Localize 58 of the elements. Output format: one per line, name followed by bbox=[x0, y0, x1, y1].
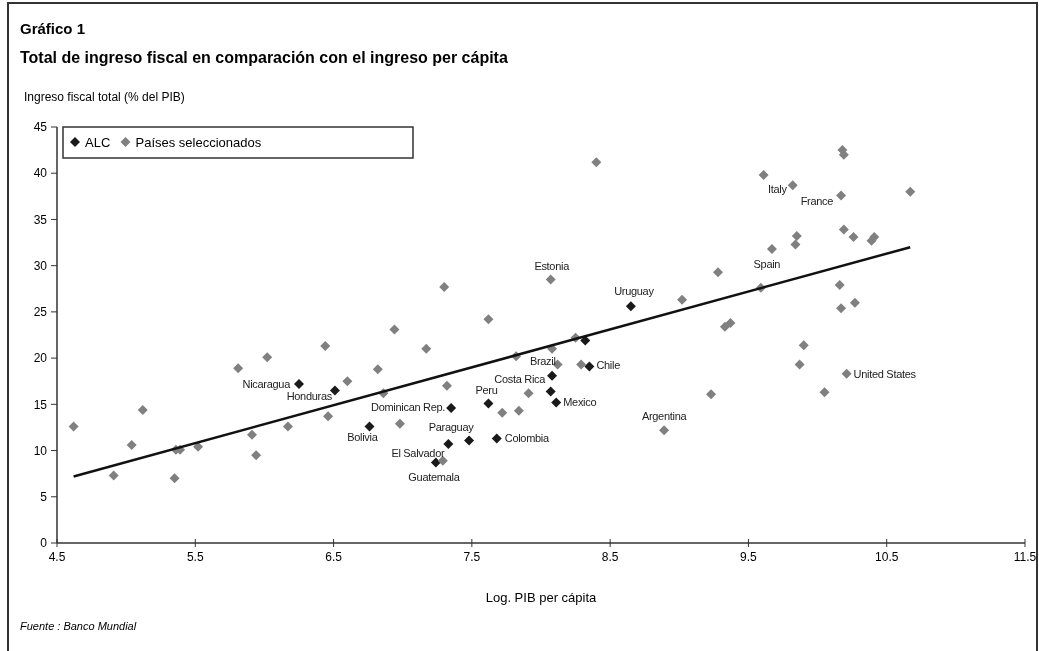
x-tick-label: 4.5 bbox=[48, 550, 66, 564]
y-tick-label: 40 bbox=[33, 166, 48, 181]
annotation: El Salvador bbox=[391, 446, 445, 459]
point bbox=[446, 403, 457, 414]
point bbox=[584, 361, 595, 372]
x-tick-label: 6.5 bbox=[325, 550, 343, 564]
annotation: Chile bbox=[596, 359, 621, 372]
point bbox=[294, 378, 304, 389]
y-axis-title: Ingreso fiscal total (% del PIB) bbox=[24, 90, 185, 104]
point bbox=[551, 397, 562, 408]
x-tick-label: 7.5 bbox=[463, 550, 481, 564]
point bbox=[364, 421, 375, 432]
annotation: Uruguay bbox=[614, 285, 655, 298]
x-tick-label: 5.5 bbox=[186, 550, 204, 564]
x-tick-label: 8.5 bbox=[601, 550, 619, 564]
annotation: Costa Rica bbox=[494, 372, 547, 385]
point bbox=[491, 433, 502, 444]
y-tick-label: 20 bbox=[33, 351, 48, 366]
annotation: Mexico bbox=[563, 396, 597, 409]
legend-label: Países seleccionados bbox=[135, 134, 262, 150]
point bbox=[483, 398, 494, 409]
annotation: Spain bbox=[753, 257, 781, 270]
y-tick-label: 15 bbox=[33, 397, 48, 412]
annotation: Honduras bbox=[286, 390, 333, 403]
y-tick-label: 5 bbox=[40, 489, 48, 504]
point bbox=[430, 457, 441, 468]
annotation: France bbox=[800, 195, 834, 208]
annotation: United States bbox=[853, 367, 917, 380]
annotation: Peru bbox=[475, 384, 498, 397]
point bbox=[443, 439, 454, 450]
chart-subtitle: Total de ingreso fiscal en comparación con el ingreso per cápita bbox=[20, 49, 508, 66]
y-tick-label: 30 bbox=[33, 258, 48, 273]
x-tick-label: 11.5 bbox=[1013, 550, 1037, 564]
x-tick-label: 9.5 bbox=[740, 550, 758, 564]
source-note: Fuente : Banco Mundial bbox=[20, 620, 137, 632]
x-axis-title: Log. PIB per cápita bbox=[485, 590, 598, 605]
point bbox=[464, 435, 475, 446]
annotation: Dominican Rep. bbox=[371, 400, 446, 413]
y-tick-label: 10 bbox=[33, 443, 48, 458]
annotation: Guatemala bbox=[408, 471, 461, 484]
y-tick-label: 35 bbox=[33, 212, 48, 227]
annotation: Paraguay bbox=[428, 421, 475, 434]
annotation: Argentina bbox=[641, 410, 688, 423]
y-tick-label: 25 bbox=[33, 305, 48, 320]
y-tick-label: 0 bbox=[40, 536, 48, 551]
chart-title: Gráfico 1 bbox=[20, 20, 86, 37]
x-tick-label: 10.5 bbox=[875, 550, 899, 564]
y-tick-label: 45 bbox=[33, 120, 48, 135]
annotation: Colombia bbox=[504, 432, 550, 445]
annotation: Italy bbox=[767, 183, 788, 196]
legend-label: ALC bbox=[85, 134, 111, 150]
point bbox=[547, 370, 558, 381]
annotation: Brazil bbox=[529, 355, 556, 368]
annotation: Bolivia bbox=[347, 431, 379, 444]
point bbox=[545, 386, 556, 397]
point bbox=[625, 301, 636, 312]
annotation: Nicaragua bbox=[242, 377, 292, 390]
annotation: Estonia bbox=[534, 260, 571, 273]
